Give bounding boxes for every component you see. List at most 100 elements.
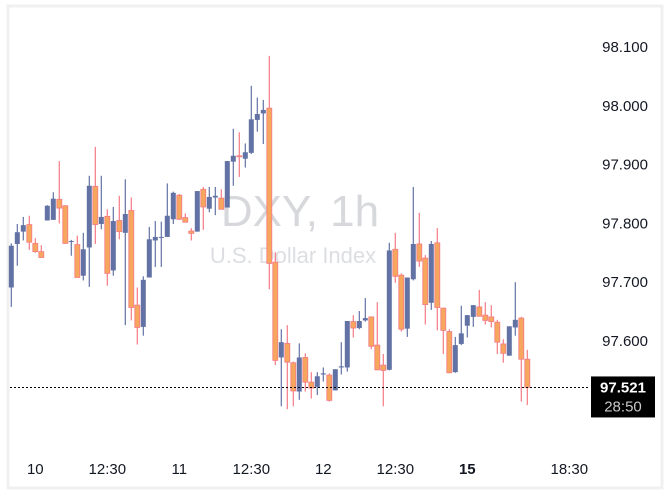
price-axis[interactable]: 98.100 98.000 97.900 97.800 97.700 97.600 xyxy=(602,39,648,350)
candle-up xyxy=(404,277,410,337)
candle-up xyxy=(428,241,434,310)
candle-body xyxy=(200,188,207,208)
candle-down xyxy=(302,353,309,392)
candle-up xyxy=(362,298,368,322)
candle-down xyxy=(200,186,207,230)
candle-down xyxy=(398,273,405,332)
candle-down xyxy=(350,315,357,338)
candle-body xyxy=(26,224,33,243)
candle-body xyxy=(422,257,429,305)
candle-body xyxy=(206,196,212,209)
candle-body xyxy=(308,381,315,389)
candle-up xyxy=(278,329,284,407)
candle-body xyxy=(50,198,56,220)
candle-body xyxy=(212,195,218,198)
candle-body xyxy=(386,250,392,370)
candle-down xyxy=(218,189,225,210)
time-tick-label: 11 xyxy=(172,461,188,478)
price-tick-label: 97.900 xyxy=(602,157,648,174)
time-tick-label: 12:30 xyxy=(89,461,127,478)
candle-up xyxy=(206,186,212,213)
candle-down xyxy=(32,238,39,253)
candle-up xyxy=(260,99,266,145)
candle-up xyxy=(14,223,20,266)
candle-body xyxy=(284,342,291,363)
watermark: DXY, 1h U.S. Dollar Index xyxy=(210,187,379,268)
candle-body xyxy=(488,316,495,322)
candle-down xyxy=(56,161,63,224)
candle-body xyxy=(320,373,326,375)
candle-up xyxy=(68,239,74,256)
candle-down xyxy=(494,319,501,354)
candle-body xyxy=(434,242,441,308)
candle-body xyxy=(446,331,453,374)
candle-body xyxy=(500,343,507,354)
time-tick-label: 12:30 xyxy=(377,461,415,478)
last-price-label-bg xyxy=(591,376,655,418)
candle-down xyxy=(92,146,99,244)
candle-body xyxy=(272,261,279,361)
watermark-name: U.S. Dollar Index xyxy=(210,243,376,268)
candle-down xyxy=(290,361,297,407)
time-axis[interactable]: 10 12:30 11 12:30 12 12:30 15 18:30 xyxy=(27,461,588,478)
candle-up xyxy=(50,192,56,220)
candle-down xyxy=(272,252,279,366)
candle-up xyxy=(224,161,230,208)
candle-body xyxy=(416,243,423,262)
candle-body xyxy=(242,152,248,159)
candle-down xyxy=(116,195,123,240)
candle-up xyxy=(170,191,176,224)
candle-body xyxy=(482,314,489,321)
candle-down xyxy=(374,302,381,371)
candle-body xyxy=(440,307,447,331)
candle-up xyxy=(140,276,146,336)
time-tick-label: 15 xyxy=(459,461,476,478)
candle-body xyxy=(218,197,225,210)
candle-body xyxy=(152,236,158,241)
bar-countdown: 28:50 xyxy=(604,398,642,415)
candle-up xyxy=(110,206,116,276)
candle-body xyxy=(254,114,260,120)
candle-body xyxy=(380,364,387,371)
candle-down xyxy=(284,325,291,410)
watermark-symbol: DXY, 1h xyxy=(221,187,379,236)
candle-body xyxy=(128,210,135,308)
candle-down xyxy=(182,213,189,223)
price-tick-label: 97.700 xyxy=(602,274,648,291)
candle-body xyxy=(494,321,501,343)
candle-up xyxy=(152,221,158,267)
candle-body xyxy=(248,119,254,153)
candle-up xyxy=(230,128,236,186)
candle-body xyxy=(476,306,483,317)
candle-body xyxy=(44,205,50,221)
candle-body xyxy=(302,357,309,383)
candle-body xyxy=(116,220,123,233)
candle-body xyxy=(410,243,416,280)
candle-body xyxy=(62,205,69,244)
candle-body xyxy=(38,251,45,258)
candle-up xyxy=(464,315,470,338)
candle-body xyxy=(230,155,236,162)
candle-body xyxy=(194,191,200,232)
candle-body xyxy=(176,194,183,220)
candle-up xyxy=(338,342,344,375)
price-tick-label: 97.800 xyxy=(602,215,648,232)
candle-body xyxy=(260,109,266,114)
candle-up xyxy=(194,191,200,232)
price-tick-label: 97.600 xyxy=(602,333,648,350)
candle-down xyxy=(188,228,195,241)
candle-up xyxy=(512,282,518,336)
candle-body xyxy=(224,161,230,208)
candle-body xyxy=(56,198,63,209)
candle-body xyxy=(98,216,104,224)
candle-down xyxy=(74,235,81,278)
candle-up xyxy=(254,97,260,132)
candle-body xyxy=(122,213,128,233)
candle-down xyxy=(416,212,423,267)
candle-up xyxy=(356,311,362,330)
candle-body xyxy=(344,321,350,368)
candle-up xyxy=(80,232,86,281)
candle-down xyxy=(446,329,453,374)
candle-up xyxy=(44,205,50,221)
